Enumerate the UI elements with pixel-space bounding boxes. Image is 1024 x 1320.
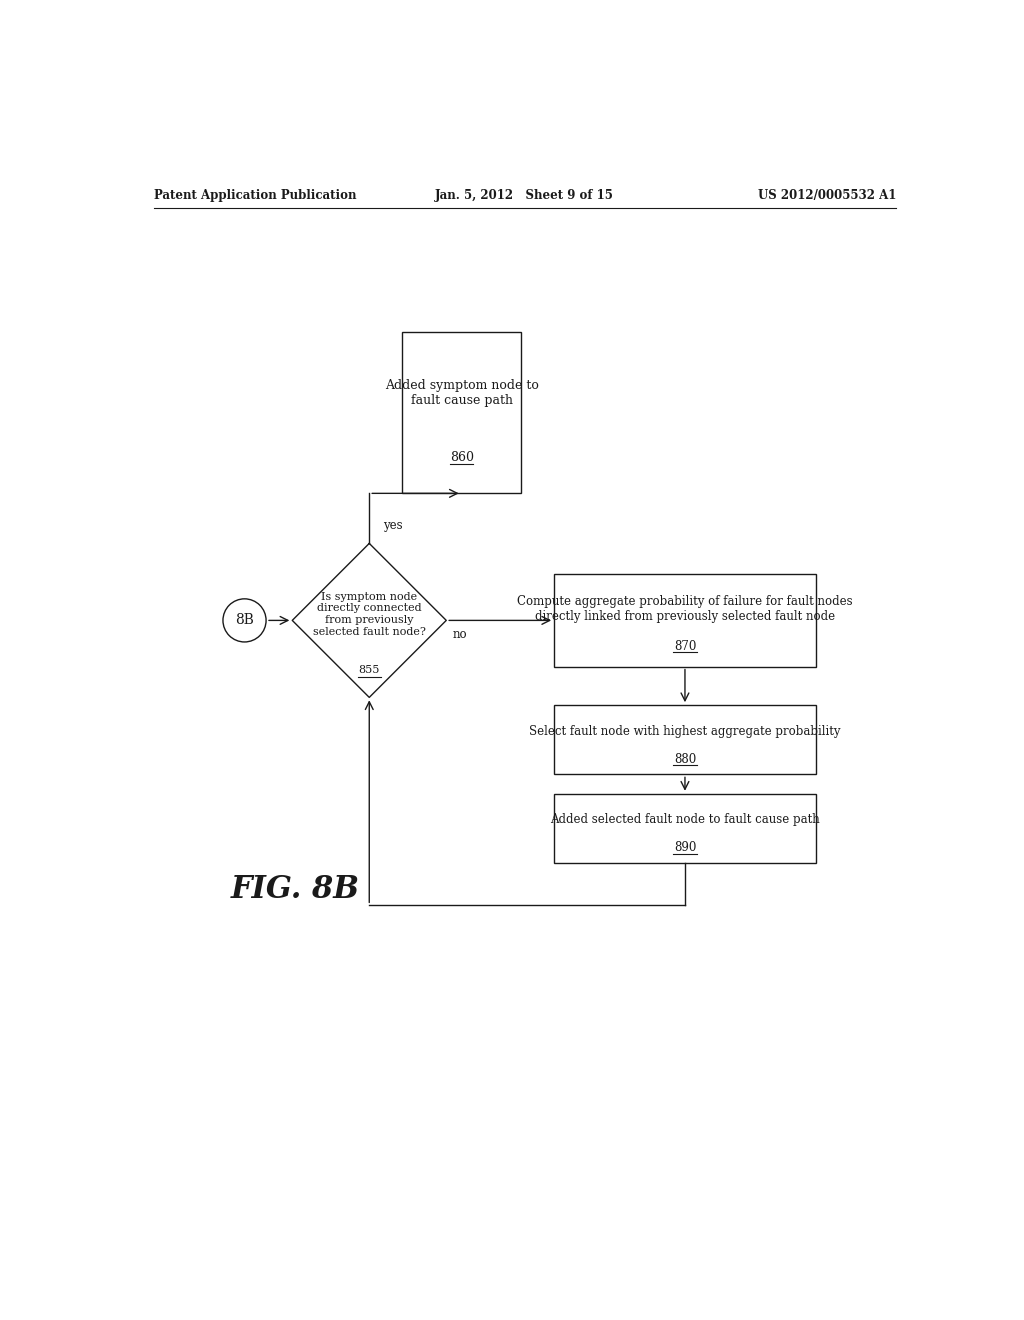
Bar xyxy=(402,331,521,494)
Text: US 2012/0005532 A1: US 2012/0005532 A1 xyxy=(758,189,896,202)
Text: 8B: 8B xyxy=(236,614,254,627)
Bar xyxy=(554,574,816,667)
Text: Added symptom node to
fault cause path: Added symptom node to fault cause path xyxy=(385,379,539,407)
Text: yes: yes xyxy=(383,519,402,532)
Text: Select fault node with highest aggregate probability: Select fault node with highest aggregate… xyxy=(529,725,841,738)
Text: FIG. 8B: FIG. 8B xyxy=(230,874,359,906)
Text: Jan. 5, 2012   Sheet 9 of 15: Jan. 5, 2012 Sheet 9 of 15 xyxy=(435,189,614,202)
Text: Patent Application Publication: Patent Application Publication xyxy=(154,189,356,202)
Bar xyxy=(554,705,816,775)
Circle shape xyxy=(223,599,266,642)
Text: 880: 880 xyxy=(674,752,696,766)
Text: 860: 860 xyxy=(450,451,474,465)
Text: 890: 890 xyxy=(674,841,696,854)
Text: 870: 870 xyxy=(674,640,696,653)
Text: no: no xyxy=(453,628,467,640)
Text: Is symptom node
directly connected
from previously
selected fault node?: Is symptom node directly connected from … xyxy=(312,591,426,636)
Text: 855: 855 xyxy=(358,665,380,676)
Text: Compute aggregate probability of failure for fault nodes
directly linked from pr: Compute aggregate probability of failure… xyxy=(517,595,853,623)
Text: Added selected fault node to fault cause path: Added selected fault node to fault cause… xyxy=(550,813,820,826)
Bar xyxy=(554,793,816,863)
